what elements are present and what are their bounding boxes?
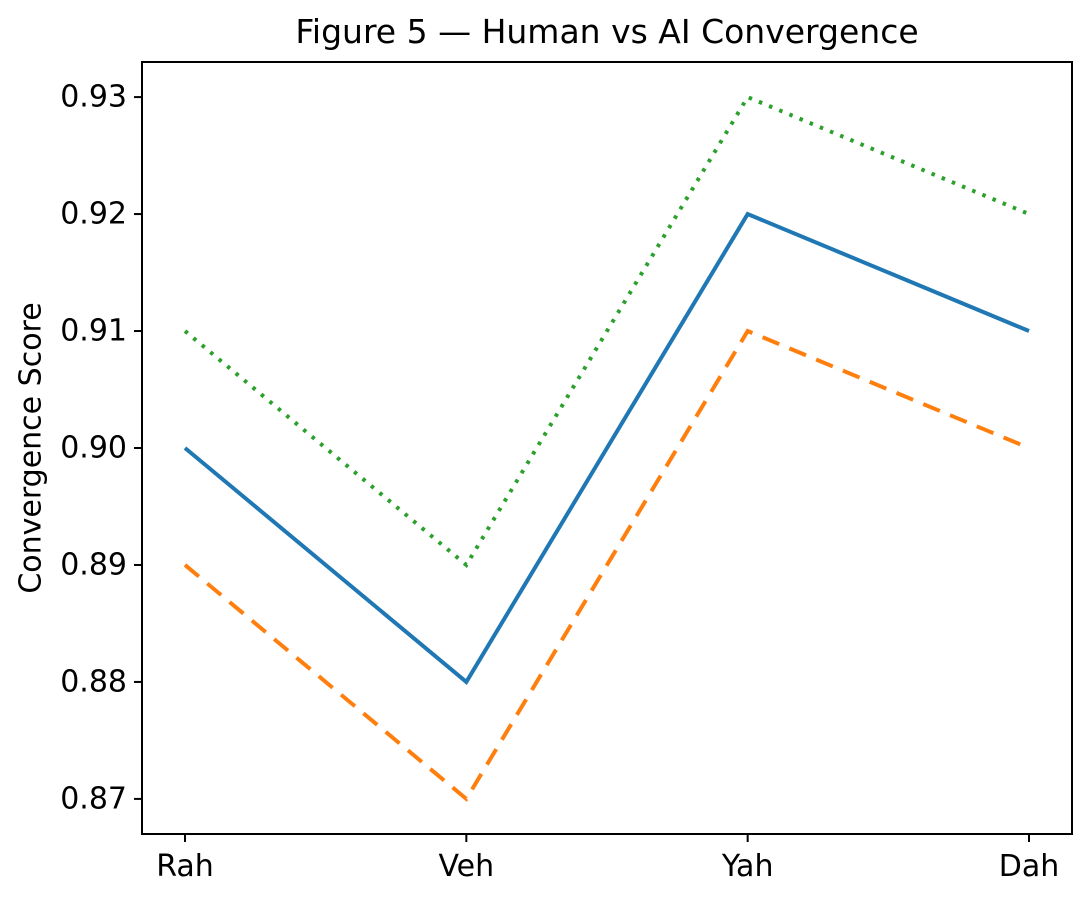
x-tick-label: Yah	[721, 849, 774, 884]
green-dotted-line	[183, 94, 1030, 568]
y-tick-label: 0.89	[60, 547, 127, 582]
chart-title: Figure 5 — Human vs AI Convergence	[295, 12, 919, 51]
blue-solid-line	[183, 211, 1030, 685]
x-tick-label: Rah	[156, 849, 214, 884]
y-tick-label: 0.93	[60, 80, 127, 115]
y-tick-label: 0.92	[60, 197, 127, 232]
y-tick-label: 0.90	[60, 431, 127, 466]
x-tick-label: Dah	[999, 849, 1060, 884]
orange-dashed-line	[183, 328, 1030, 802]
x-tick-label: Veh	[438, 849, 494, 884]
y-tick-label: 0.91	[60, 314, 127, 349]
y-tick-label: 0.88	[60, 664, 127, 699]
y-tick-label: 0.87	[60, 781, 127, 816]
